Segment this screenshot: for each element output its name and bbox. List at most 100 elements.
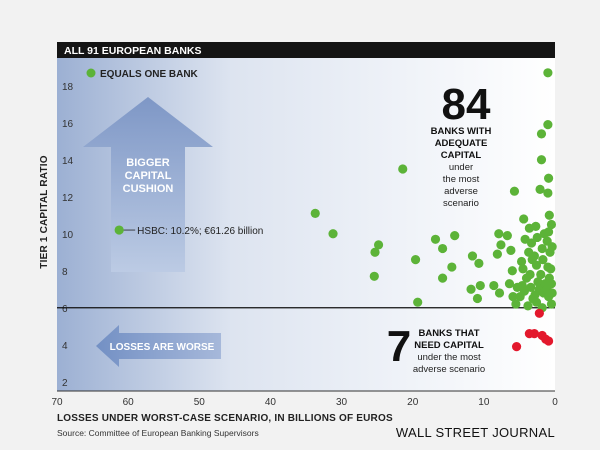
y-tick-label: 14 <box>62 156 74 167</box>
adequate-bank-point <box>496 240 506 250</box>
x-tick-label: 70 <box>51 397 63 408</box>
adequate-bank-point <box>531 260 542 270</box>
adequate-bank-point <box>410 255 421 265</box>
adequate-bank-point <box>328 229 338 239</box>
x-tick-label: 30 <box>336 397 348 408</box>
adequate-bank-point <box>519 214 529 224</box>
y-tick-label: 8 <box>62 267 68 278</box>
adequate-bank-point <box>370 247 380 257</box>
y-tick-label: 12 <box>62 193 74 204</box>
adequate-bank-point <box>546 219 557 230</box>
adequate-bank-point <box>466 284 476 294</box>
y-tick-label: 4 <box>62 341 68 352</box>
adequate-bank-point <box>515 292 525 302</box>
adequate-count: 84 <box>442 80 491 129</box>
need-capital-bank-point <box>511 342 522 352</box>
adequate-bank-point <box>511 299 521 309</box>
adequate-bank-point <box>536 155 547 165</box>
adequate-bank-point <box>506 245 516 255</box>
brand-wordmark: WALL STREET JOURNAL <box>396 425 555 440</box>
adequate-line-1: BANKS WITH <box>431 126 492 137</box>
adequate-bank-point <box>535 184 545 194</box>
data-points <box>114 68 557 352</box>
adequate-bank-point <box>546 264 556 274</box>
source-note: Source: Committee of European Banking Su… <box>57 428 259 438</box>
adequate-bank-point <box>525 269 535 280</box>
adequate-bank-point <box>546 279 557 289</box>
arrow-up-label-3: CUSHION <box>123 183 174 195</box>
adequate-bank-point <box>516 256 527 267</box>
x-tick-label: 40 <box>265 397 277 408</box>
y-tick-label: 16 <box>62 119 74 130</box>
adequate-bank-point <box>529 251 539 261</box>
adequate-bank-point <box>547 242 557 252</box>
need-line-2: NEED CAPITAL <box>414 340 484 351</box>
adequate-line-3: CAPITAL <box>441 150 482 161</box>
legend-label: EQUALS ONE BANK <box>100 69 199 80</box>
adequate-bank-point <box>526 238 537 248</box>
y-tick-labels: 2 4 6 8 10 12 14 16 18 <box>62 82 74 389</box>
adequate-subline-4: scenario <box>443 198 479 209</box>
x-tick-label: 50 <box>194 397 206 408</box>
x-tick-label: 20 <box>407 397 419 408</box>
adequate-subline-3: adverse <box>444 186 478 197</box>
x-tick-labels: 70 60 50 40 30 20 10 0 <box>51 397 558 408</box>
adequate-bank-point <box>475 280 485 291</box>
adequate-annotation: 84 BANKS WITH ADEQUATE CAPITAL under the… <box>431 80 492 209</box>
adequate-bank-point <box>467 251 478 261</box>
adequate-bank-point <box>538 255 548 265</box>
adequate-bank-point <box>310 208 320 218</box>
adequate-bank-point <box>543 68 553 78</box>
adequate-line-2: ADEQUATE <box>435 138 488 149</box>
adequate-bank-point <box>526 282 536 292</box>
adequate-bank-point <box>398 164 408 174</box>
adequate-bank-point <box>547 288 557 298</box>
title-bar <box>57 42 555 58</box>
adequate-bank-point <box>504 279 515 289</box>
adequate-bank-point <box>494 229 504 239</box>
hsbc-label: HSBC: 10.2%; €61.26 billion <box>137 226 263 237</box>
adequate-bank-point <box>536 129 547 139</box>
legend-dot <box>86 68 96 78</box>
need-capital-annotation: 7 BANKS THAT NEED CAPITAL under the most… <box>387 322 485 375</box>
need-capital-bank-point <box>543 336 554 346</box>
adequate-bank-point <box>543 227 554 237</box>
adequate-bank-point <box>450 231 460 241</box>
adequate-bank-point <box>437 273 448 283</box>
adequate-bank-point <box>531 221 541 231</box>
adequate-bank-point <box>544 210 554 220</box>
adequate-bank-point <box>413 297 423 307</box>
adequate-bank-point <box>543 173 554 183</box>
need-capital-bank-point <box>524 329 534 339</box>
adequate-bank-point <box>447 262 457 272</box>
adequate-bank-point <box>474 258 484 268</box>
arrow-left-label: LOSSES ARE WORSE <box>110 342 215 353</box>
adequate-bank-point <box>532 232 542 243</box>
left-arrow-icon <box>96 325 221 367</box>
adequate-bank-point <box>537 243 547 254</box>
adequate-subline-2: the most <box>443 174 480 185</box>
adequate-subline-1: under <box>449 162 473 173</box>
adequate-bank-point <box>492 249 502 259</box>
adequate-bank-point <box>494 288 505 298</box>
y-tick-label: 18 <box>62 82 74 93</box>
adequate-bank-point <box>543 188 553 198</box>
need-line-1: BANKS THAT <box>418 328 479 339</box>
adequate-bank-point <box>489 280 499 291</box>
adequate-bank-point <box>531 297 542 307</box>
adequate-bank-point <box>508 292 518 302</box>
adequate-bank-point <box>518 264 528 274</box>
adequate-bank-point <box>430 234 441 244</box>
adequate-bank-point <box>543 120 553 130</box>
adequate-bank-point <box>536 269 546 280</box>
y-axis-title: TIER 1 CAPITAL RATIO <box>39 155 50 268</box>
adequate-bank-point <box>509 186 520 196</box>
adequate-bank-point <box>507 266 517 276</box>
adequate-bank-point <box>114 225 124 235</box>
arrow-up-label-2: CAPITAL <box>125 170 172 182</box>
x-tick-label: 60 <box>123 397 135 408</box>
adequate-bank-point <box>472 293 483 304</box>
adequate-bank-point <box>437 243 448 254</box>
need-subline-2: adverse scenario <box>413 364 485 375</box>
